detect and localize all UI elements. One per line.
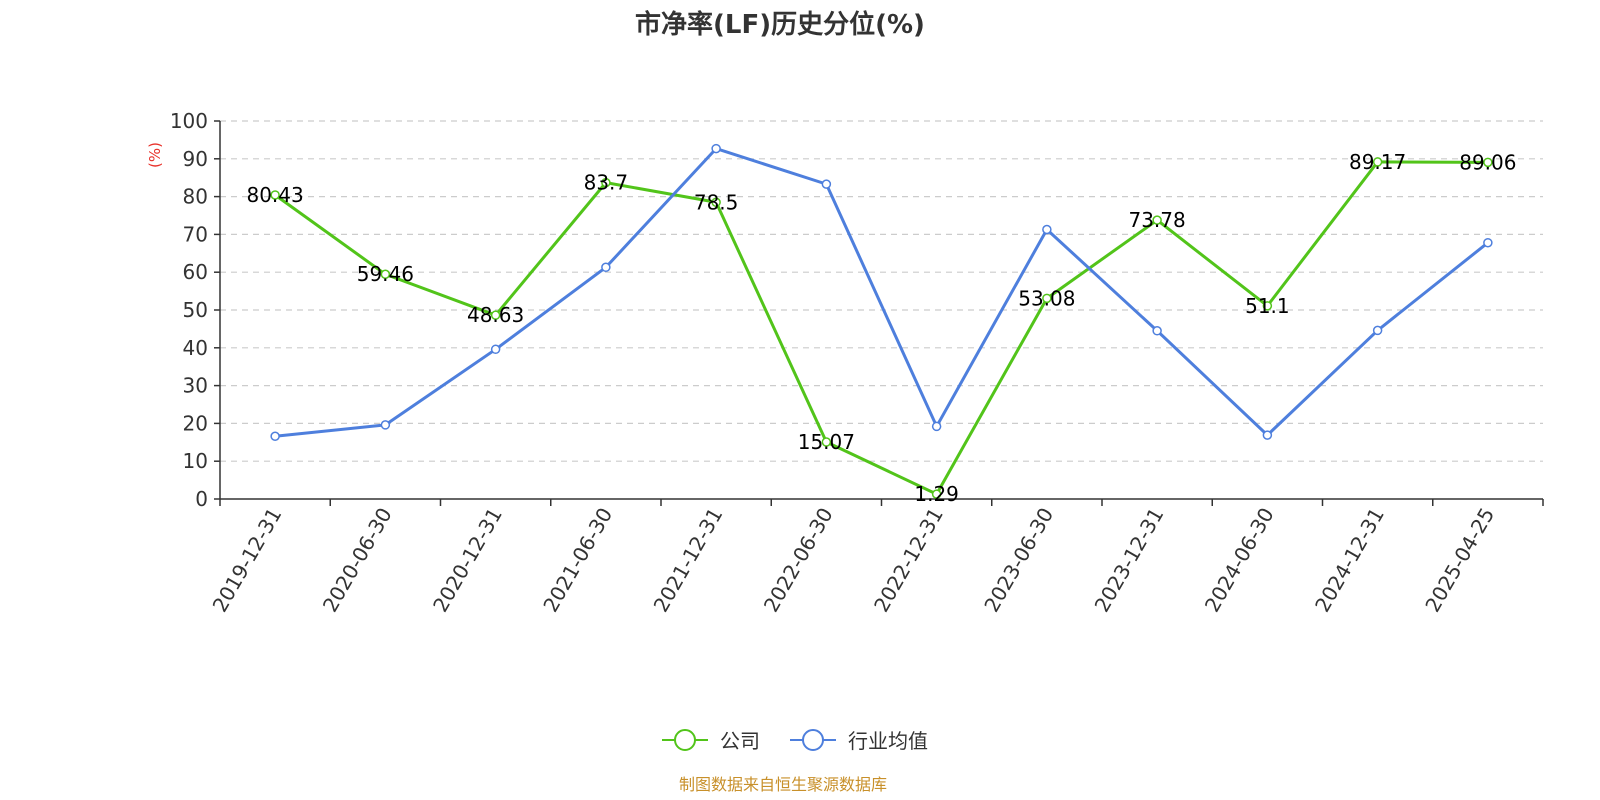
data-point bbox=[490, 344, 501, 355]
legend-marker bbox=[674, 729, 696, 751]
legend-marker bbox=[802, 729, 824, 751]
data-point bbox=[1042, 293, 1052, 304]
x-tick-label: 2023-12-31 bbox=[1090, 504, 1169, 617]
source-note: 制图数据来自恒生聚源数据库 bbox=[679, 775, 887, 794]
series-line-0 bbox=[274, 160, 1488, 496]
data-label: 73.78 bbox=[1128, 208, 1185, 232]
data-point bbox=[490, 310, 501, 320]
y-axis-label: (%) bbox=[146, 142, 164, 168]
data-labels: 80.43 59.46 48.63 83.7 78.5 15.07 1.29 53.08 73.… bbox=[246, 150, 1516, 506]
x-tick-label: 2022-12-31 bbox=[869, 504, 948, 617]
data-label: 89.17 bbox=[1349, 150, 1406, 174]
data-label: 80.43 bbox=[246, 183, 303, 207]
data-point bbox=[1483, 237, 1493, 248]
y-tick-label: 30 bbox=[183, 374, 208, 398]
x-tick-label: 2022-06-30 bbox=[759, 504, 838, 617]
data-label: 48.63 bbox=[467, 303, 524, 327]
x-tick-label: 2019-12-31 bbox=[208, 504, 287, 617]
data-label: 59.46 bbox=[357, 262, 414, 286]
x-tick-label: 2020-06-30 bbox=[318, 504, 397, 617]
data-point bbox=[711, 197, 721, 208]
series bbox=[270, 143, 1493, 499]
y-tick-label: 100 bbox=[170, 109, 208, 133]
data-label: 83.7 bbox=[584, 171, 629, 195]
data-point bbox=[601, 262, 611, 273]
series-line-1 bbox=[274, 147, 1489, 438]
data-point bbox=[1262, 301, 1273, 311]
x-tick-label: 2021-06-30 bbox=[538, 504, 617, 617]
data-point bbox=[821, 437, 832, 447]
y-tick-label: 60 bbox=[183, 260, 208, 284]
data-point bbox=[1483, 157, 1493, 168]
y-tick-label: 40 bbox=[183, 336, 208, 360]
data-point bbox=[270, 190, 280, 200]
data-point bbox=[1152, 326, 1162, 336]
data-point bbox=[1042, 224, 1052, 235]
data-point bbox=[931, 489, 942, 499]
y-tick-label: 70 bbox=[183, 222, 208, 246]
legend[interactable]: 公司 行业均值 bbox=[662, 729, 928, 753]
chart-title: 市净率(LF)历史分位(%) bbox=[635, 9, 925, 40]
data-point bbox=[711, 143, 721, 154]
data-label: 1.29 bbox=[914, 482, 959, 506]
y-tick-label: 90 bbox=[183, 147, 208, 171]
data-label: 15.07 bbox=[798, 430, 855, 454]
grid-lines bbox=[220, 120, 1543, 462]
x-tick-label: 2024-06-30 bbox=[1200, 504, 1279, 617]
x-tick-label: 2024-12-31 bbox=[1310, 504, 1389, 617]
data-point bbox=[601, 177, 611, 188]
legend-label: 行业均值 bbox=[848, 729, 928, 753]
legend-label: 公司 bbox=[720, 729, 760, 753]
y-tick-label: 10 bbox=[183, 449, 208, 473]
data-label: 53.08 bbox=[1018, 286, 1075, 310]
y-tick-label: 80 bbox=[183, 185, 208, 209]
x-tick-label: 2021-12-31 bbox=[649, 504, 728, 617]
x-tick-label: 2025-04-25 bbox=[1420, 504, 1499, 617]
y-tick-label: 50 bbox=[183, 298, 208, 322]
data-point bbox=[380, 269, 391, 279]
x-tick-label: 2020-12-31 bbox=[428, 504, 507, 617]
y-tick-label: 0 bbox=[195, 487, 208, 511]
data-point bbox=[380, 420, 391, 430]
data-label: 51.1 bbox=[1245, 294, 1290, 318]
axes: 0 10 20 30 40 50 60 70 80 90 100 2019-12-31 2020-06-… bbox=[170, 109, 1544, 617]
data-point bbox=[931, 421, 942, 432]
legend-item-1[interactable]: 行业均值 bbox=[790, 729, 928, 753]
data-label: 78.5 bbox=[694, 190, 739, 214]
data-point bbox=[1262, 430, 1273, 440]
data-point bbox=[1372, 157, 1383, 167]
data-point bbox=[1152, 215, 1162, 225]
y-tick-label: 20 bbox=[183, 411, 208, 435]
data-point bbox=[1372, 325, 1383, 336]
data-point bbox=[270, 431, 280, 442]
x-tick-label: 2023-06-30 bbox=[979, 504, 1058, 617]
data-point bbox=[821, 179, 832, 189]
data-label: 89.06 bbox=[1459, 150, 1516, 174]
legend-item-0[interactable]: 公司 bbox=[662, 729, 760, 753]
